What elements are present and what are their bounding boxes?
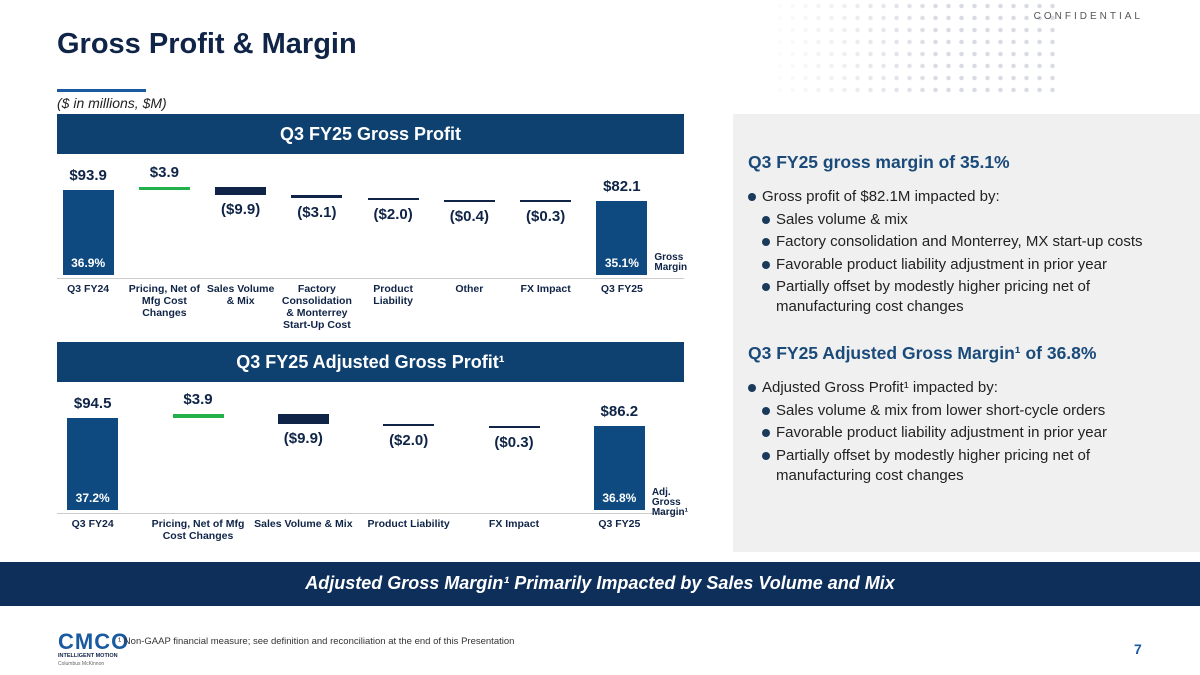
bar bbox=[172, 414, 224, 418]
axis-line bbox=[57, 278, 684, 279]
banner bbox=[0, 562, 1200, 606]
logo-tagline: INTELLIGENT MOTION bbox=[58, 653, 118, 659]
panel-bg bbox=[733, 114, 1200, 552]
value-label: ($3.1) bbox=[297, 204, 337, 222]
x-tick-label: Q3 FY25 bbox=[600, 283, 643, 295]
banner-text: Adjusted Gross Margin¹ Primarily Impacte… bbox=[305, 573, 895, 593]
value-label: ($0.4) bbox=[449, 208, 489, 226]
sub-bullet: Sales volume & mix from lower short-cycl… bbox=[762, 401, 1158, 421]
value-label: $82.1 bbox=[603, 177, 641, 195]
value-label: ($0.3) bbox=[526, 208, 566, 226]
bar bbox=[383, 423, 435, 426]
x-tick-label: Pricing, Net of Mfg Cost Changes bbox=[151, 518, 245, 542]
panel: Q3 FY25 gross margin of 35.1% Gross profi… bbox=[748, 152, 1158, 512]
x-tick-label: Sales Volume & Mix bbox=[206, 283, 275, 307]
x-tick-label: Sales Volume & Mix bbox=[254, 518, 353, 530]
x-tick-label: Q3 FY24 bbox=[67, 283, 110, 295]
margin-label: 36.9% bbox=[71, 256, 106, 270]
logo-company: Columbus McKinnon bbox=[58, 661, 105, 667]
subtitle: ($ in millions, $M) bbox=[57, 95, 167, 111]
slide-title: Gross Profit & Margin bbox=[57, 28, 357, 60]
value-label: ($2.0) bbox=[389, 431, 429, 449]
x-tick-label: Factory Consolidation & Monterrey Start-… bbox=[281, 283, 352, 331]
value-label: $3.9 bbox=[183, 391, 213, 408]
sub-bullet: Factory consolidation and Monterrey, MX … bbox=[762, 232, 1158, 252]
bar bbox=[520, 200, 572, 203]
value-label: $3.9 bbox=[149, 163, 179, 181]
footnote: ¹ Non-GAAP financial measure; see defini… bbox=[118, 636, 515, 647]
margin-label: 37.2% bbox=[75, 491, 110, 505]
margin-label: 36.8% bbox=[602, 491, 637, 505]
axis-line bbox=[57, 513, 684, 514]
bar bbox=[593, 425, 645, 510]
chart-title: Q3 FY25 Gross Profit bbox=[57, 114, 684, 154]
page-number: 7 bbox=[1134, 641, 1142, 657]
value-label: $94.5 bbox=[73, 394, 112, 412]
x-tick-label: FX Impact bbox=[488, 518, 540, 530]
value-label: $86.2 bbox=[600, 402, 639, 420]
bar bbox=[277, 414, 329, 424]
x-tick-label: Q3 FY25 bbox=[598, 518, 641, 530]
margin-label: 35.1% bbox=[604, 256, 639, 270]
sub-bullet: Favorable product liability adjustment i… bbox=[762, 255, 1158, 275]
value-label: ($0.3) bbox=[494, 433, 534, 451]
logo-mark: CMCO bbox=[58, 629, 130, 654]
margin-title: Adj. Gross Margin¹ bbox=[651, 487, 688, 518]
chart-title: Q3 FY25 Adjusted Gross Profit¹ bbox=[57, 342, 684, 382]
x-tick-label: Pricing, Net of Mfg Cost Changes bbox=[128, 283, 200, 319]
x-tick-label: Product Liability bbox=[373, 283, 413, 307]
dot-pattern bbox=[760, 0, 1060, 95]
margin-title: Gross Margin bbox=[654, 252, 688, 273]
value-label: $93.9 bbox=[69, 167, 107, 185]
bar bbox=[291, 195, 343, 199]
sub-bullet: Favorable product liability adjustment i… bbox=[762, 423, 1158, 443]
bar bbox=[67, 417, 119, 510]
bar bbox=[138, 186, 190, 191]
panel-section: Q3 FY25 Adjusted Gross Margin¹ of 36.8% A… bbox=[748, 343, 1158, 486]
bar bbox=[215, 186, 267, 196]
sub-bullet: Sales volume & mix bbox=[762, 210, 1158, 230]
x-tick-label: Product Liability bbox=[367, 518, 450, 530]
bar bbox=[443, 200, 495, 203]
value-label: ($9.9) bbox=[221, 201, 261, 219]
lead-bullet: Adjusted Gross Profit¹ impacted by: bbox=[748, 378, 1158, 398]
value-label: ($2.0) bbox=[373, 206, 413, 224]
confidential: CONFIDENTIAL bbox=[1033, 11, 1143, 22]
x-tick-label: FX Impact bbox=[520, 283, 571, 295]
bar bbox=[488, 425, 540, 428]
section-heading: Q3 FY25 gross margin of 35.1% bbox=[748, 152, 1010, 172]
panel-section: Q3 FY25 gross margin of 35.1% Gross profi… bbox=[748, 152, 1158, 317]
section-heading: Q3 FY25 Adjusted Gross Margin¹ of 36.8% bbox=[748, 343, 1097, 363]
x-tick-label: Q3 FY24 bbox=[71, 518, 114, 530]
bar bbox=[62, 190, 114, 275]
sub-bullet: Partially offset by modestly higher pric… bbox=[762, 277, 1158, 317]
bar bbox=[596, 200, 648, 275]
title-rule bbox=[57, 89, 146, 92]
lead-bullet: Gross profit of $82.1M impacted by: bbox=[748, 187, 1158, 207]
x-tick-label: Other bbox=[455, 283, 484, 295]
value-label: ($9.9) bbox=[283, 429, 323, 447]
sub-bullet: Partially offset by modestly higher pric… bbox=[762, 446, 1158, 486]
bar bbox=[367, 198, 419, 201]
